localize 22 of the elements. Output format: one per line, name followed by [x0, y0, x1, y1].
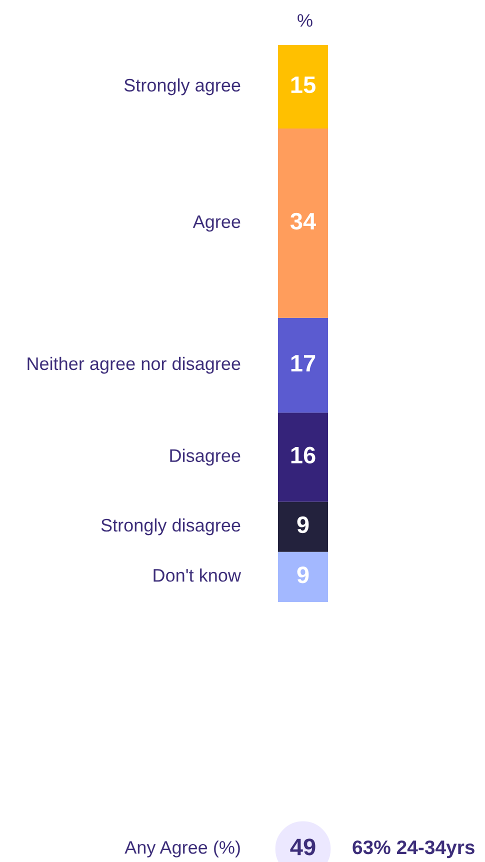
text: 49 — [290, 838, 316, 856]
chart-title: % — [298, 14, 312, 27]
bar — [278, 552, 328, 602]
bar — [278, 128, 328, 318]
text: Any Agree (%) — [124, 840, 240, 858]
data-label: 9 — [297, 516, 309, 534]
text: Agree — [192, 215, 240, 232]
bar — [278, 45, 328, 129]
text: Neither agree nor disagree — [28, 356, 240, 374]
text: Don't know — [154, 568, 242, 582]
bar — [278, 412, 328, 502]
data-label: 15 — [291, 76, 316, 94]
data-label: 17 — [291, 355, 316, 372]
data-label: 34 — [290, 212, 316, 230]
bar — [278, 318, 328, 413]
text: Strongly disagree — [101, 518, 240, 536]
text: 63% 24-34yrs — [352, 840, 474, 858]
text: Strongly agree — [124, 78, 240, 96]
text: Disagree — [170, 448, 240, 466]
bar — [278, 502, 328, 552]
data-label: 9 — [297, 566, 309, 584]
data-label: 16 — [291, 446, 316, 464]
